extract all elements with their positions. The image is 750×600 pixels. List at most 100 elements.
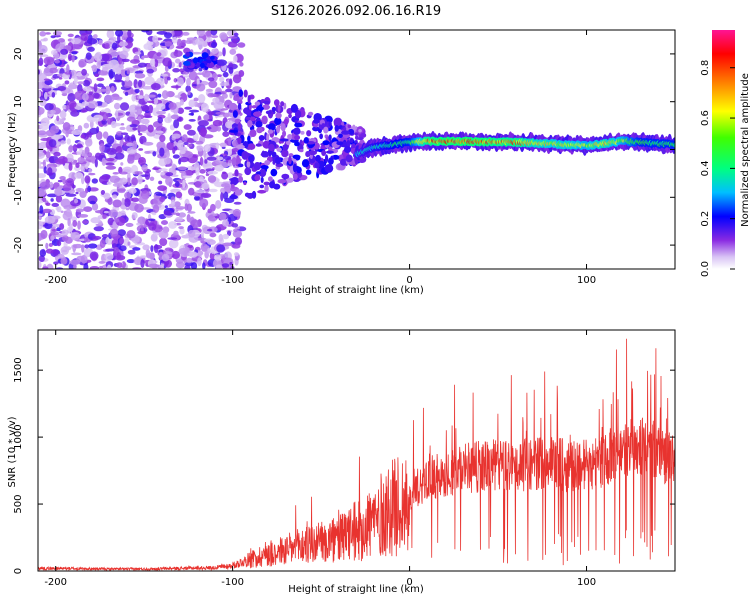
colorbar-tick-label: 0.4 (700, 160, 711, 176)
heatmap-cell (275, 112, 282, 119)
heatmap-cell (216, 244, 226, 253)
heatmap-cell (177, 166, 187, 171)
heatmap-cell (45, 202, 51, 207)
heatmap-cell (220, 183, 230, 188)
heatmap-cell (73, 76, 78, 85)
heatmap-cell (235, 157, 241, 165)
heatmap-cell (161, 253, 170, 262)
heatmap-cell (39, 99, 47, 107)
heatmap-cell (73, 264, 77, 269)
heatmap-cell (178, 212, 186, 218)
heatmap-cell (222, 131, 230, 138)
heatmap-cell (96, 126, 100, 133)
heatmap-cell (59, 118, 65, 124)
spectrogram-heatmap (38, 30, 675, 269)
heatmap-cell (172, 68, 180, 73)
heatmap-cell (233, 201, 242, 205)
heatmap-cell (233, 228, 238, 233)
heatmap-cell (91, 178, 99, 184)
heatmap-cell (51, 91, 56, 98)
heatmap-cell (44, 32, 51, 35)
heatmap-cell (157, 185, 168, 192)
heatmap-cell (93, 226, 104, 232)
heatmap-cell (97, 69, 109, 76)
heatmap-cell (149, 58, 156, 67)
heatmap-cell (132, 140, 138, 150)
heatmap-cell (38, 151, 45, 159)
heatmap-cell (94, 158, 98, 168)
heatmap-cell (155, 130, 164, 134)
heatmap-cell (119, 50, 129, 60)
heatmap-cell (255, 143, 262, 147)
heatmap-cell (87, 46, 95, 52)
heatmap-cell (45, 242, 49, 250)
heatmap-cell (146, 68, 154, 74)
heatmap-cell (74, 172, 84, 180)
heatmap-cell (54, 59, 60, 64)
heatmap-cell (96, 59, 102, 69)
heatmap-cell (171, 36, 178, 44)
heatmap-cell (277, 104, 281, 113)
heatmap-cell (137, 174, 143, 185)
heatmap-cell (127, 156, 135, 164)
heatmap-cell (61, 234, 69, 242)
heatmap-cell (306, 130, 312, 137)
heatmap-cell (116, 67, 122, 75)
x-tick-label: -200 (44, 275, 67, 286)
heatmap-cell (83, 262, 89, 269)
heatmap-cell (147, 218, 156, 222)
heatmap-cell (232, 74, 242, 84)
heatmap-cell (136, 222, 140, 226)
heatmap-cell (233, 252, 239, 257)
heatmap-cell (104, 61, 108, 65)
heatmap-cell (131, 94, 136, 102)
heatmap-cell (261, 115, 268, 125)
heatmap-cell (159, 237, 168, 247)
heatmap-cell (206, 126, 212, 130)
heatmap-cell (207, 170, 218, 175)
spectrogram-y-label: Frequency (Hz) (7, 112, 18, 188)
heatmap-cell (198, 120, 209, 127)
heatmap-cell (75, 208, 85, 213)
heatmap-cell (164, 259, 173, 268)
heatmap-cell (134, 171, 143, 175)
heatmap-cell (206, 239, 216, 246)
heatmap-cell (229, 48, 237, 55)
heatmap-cell (115, 30, 124, 37)
x-tick-label: 100 (577, 275, 596, 286)
heatmap-cell (188, 137, 193, 143)
heatmap-cell (184, 106, 193, 110)
heatmap-cell (80, 134, 85, 139)
heatmap-cell (39, 249, 47, 257)
heatmap-cell (213, 254, 221, 261)
heatmap-cell (43, 56, 55, 65)
heatmap-cell (225, 121, 233, 129)
heatmap-cell (206, 156, 217, 161)
heatmap-cell (128, 187, 137, 194)
heatmap-cell (108, 59, 120, 69)
heatmap-cell (325, 150, 334, 154)
heatmap-cell (134, 106, 143, 115)
heatmap-cell (110, 120, 117, 129)
heatmap-cell (164, 247, 173, 252)
heatmap-cell (52, 31, 63, 36)
heatmap-cell (210, 101, 215, 106)
heatmap-cell (328, 134, 332, 141)
x-tick-label: -200 (44, 577, 67, 588)
heatmap-cell (204, 159, 208, 164)
heatmap-cell (194, 37, 205, 45)
heatmap-cell (109, 175, 121, 183)
heatmap-cell (131, 109, 138, 113)
heatmap-cell (201, 52, 209, 59)
heatmap-cell (218, 233, 224, 242)
heatmap-cell (86, 38, 98, 45)
heatmap-cell (182, 175, 193, 179)
heatmap-cell (207, 92, 215, 98)
heatmap-cell (164, 205, 168, 209)
heatmap-cell (141, 30, 150, 33)
y-tick-label: 0 (13, 146, 24, 152)
heatmap-cell (262, 100, 270, 104)
heatmap-cell (59, 110, 67, 119)
heatmap-cell (244, 167, 252, 176)
heatmap-cell (210, 41, 217, 49)
